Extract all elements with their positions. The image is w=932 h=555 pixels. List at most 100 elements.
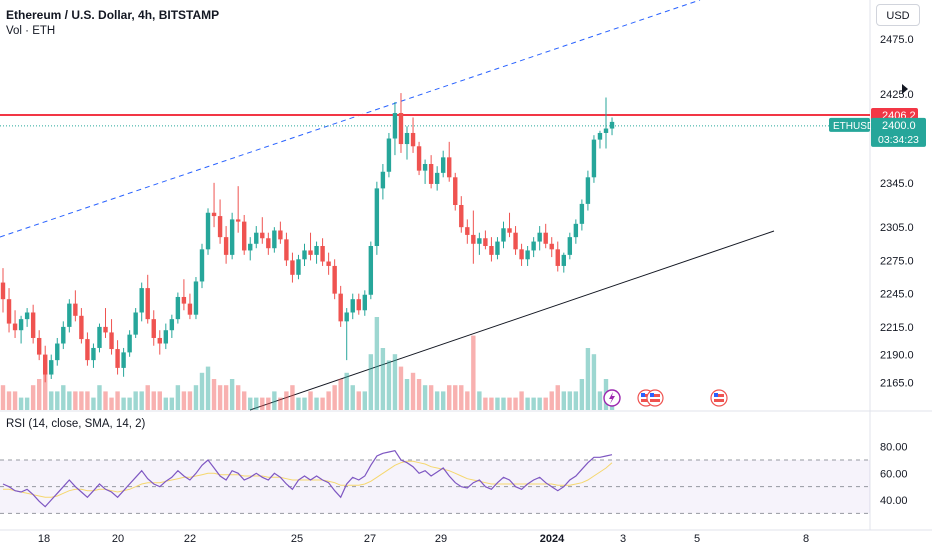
volume-bar	[103, 391, 108, 410]
time-tick-label: 22	[184, 533, 196, 545]
volume-bar	[61, 385, 66, 410]
volume-bar	[398, 366, 404, 410]
candle-body	[175, 296, 181, 320]
rsi-legend[interactable]: RSI (14, close, SMA, 14, 2)	[6, 418, 146, 430]
candle-body	[284, 239, 289, 261]
volume-bar	[145, 385, 150, 410]
candle-body	[483, 238, 488, 246]
candle-body	[254, 232, 259, 244]
volume-bar	[543, 397, 548, 410]
volume-bar	[139, 391, 144, 410]
price-tick-label: 2190.0	[880, 350, 914, 362]
candle-body	[193, 281, 199, 315]
candle-body	[0, 282, 6, 300]
candle-body	[422, 164, 428, 171]
volume-bar	[507, 397, 512, 410]
volume-bar	[555, 385, 560, 410]
candle-body	[507, 228, 512, 233]
candle-body	[465, 227, 470, 235]
us-flag-event-icon[interactable]	[646, 389, 664, 407]
volume-bar	[350, 385, 355, 410]
price-tick-label: 2275.0	[880, 255, 914, 267]
volume-bar	[290, 385, 295, 410]
volume-bar	[567, 391, 573, 410]
currency-button[interactable]: USD	[876, 4, 920, 26]
volume-bar	[356, 391, 361, 410]
volume-bar	[416, 379, 422, 410]
price-tick-label: 2425.0	[880, 89, 914, 101]
candle-body	[73, 303, 78, 316]
candle-body	[211, 212, 217, 217]
volume-bar	[368, 354, 374, 410]
candle-body	[181, 296, 187, 304]
candle-body	[459, 205, 464, 228]
volume-bar	[332, 385, 337, 410]
candle-body	[453, 177, 458, 205]
volume-bar	[525, 397, 530, 410]
candle-body	[43, 354, 48, 375]
volume-bar	[440, 391, 446, 410]
time-tick-label: 25	[291, 533, 303, 545]
volume-bar	[320, 397, 325, 410]
rsi-tick-label: 60.00	[880, 468, 908, 480]
scroll-right-icon[interactable]	[902, 84, 908, 94]
candle-body	[440, 157, 446, 173]
candle-body	[302, 250, 307, 260]
time-tick-label: 5	[694, 533, 700, 545]
candle-body	[338, 293, 343, 322]
candle-body	[127, 334, 132, 353]
volume-bar	[410, 372, 416, 410]
volume-bar	[157, 391, 162, 410]
lightning-event-icon[interactable]	[603, 389, 621, 407]
candle-body	[36, 337, 42, 355]
time-tick-label: 20	[112, 533, 124, 545]
volume-bar	[380, 348, 386, 410]
volume-bar	[12, 391, 18, 410]
volume-bar	[404, 379, 410, 410]
volume-bar	[175, 385, 181, 410]
candle-body	[434, 172, 440, 184]
volume-bar	[447, 385, 452, 410]
volume-bar	[477, 391, 482, 410]
volume-bar	[55, 391, 60, 410]
volume-bar	[91, 397, 96, 410]
us-flag-event-icon[interactable]	[710, 389, 728, 407]
candle-body	[199, 249, 205, 282]
candle-body	[573, 223, 579, 238]
volume-legend[interactable]: Vol · ETH	[6, 25, 56, 37]
volume-bar	[229, 379, 235, 410]
volume-bar	[79, 391, 84, 410]
candle-body	[115, 349, 120, 368]
candle-body	[525, 250, 530, 260]
symbol-title[interactable]: Ethereum / U.S. Dollar, 4h, BITSTAMP	[6, 8, 220, 22]
volume-bar	[248, 397, 253, 410]
volume-bar	[392, 354, 398, 410]
time-tick-label: 18	[38, 533, 50, 545]
candle-body	[18, 319, 24, 331]
volume-bar	[513, 397, 518, 410]
candle-body	[447, 157, 452, 178]
volume-bar	[109, 397, 114, 410]
volume-bar	[187, 391, 193, 410]
volume-bar	[85, 391, 90, 410]
price-tick-label: 2305.0	[880, 222, 914, 234]
volume-bar	[471, 335, 476, 410]
candle-body	[567, 237, 573, 255]
candle-body	[217, 216, 223, 238]
candle-body	[326, 261, 331, 266]
volume-bar	[597, 391, 603, 410]
candle-body	[139, 288, 144, 313]
candle-body	[495, 241, 500, 255]
candle-body	[248, 243, 253, 251]
volume-bar	[434, 391, 440, 410]
volume-bar	[266, 397, 271, 410]
volume-bar	[121, 397, 126, 410]
candle-body	[157, 337, 162, 344]
candle-body	[332, 265, 337, 294]
volume-bar	[235, 385, 241, 410]
candle-body	[97, 326, 102, 348]
candle-body	[410, 132, 416, 147]
volume-bar	[591, 354, 597, 410]
